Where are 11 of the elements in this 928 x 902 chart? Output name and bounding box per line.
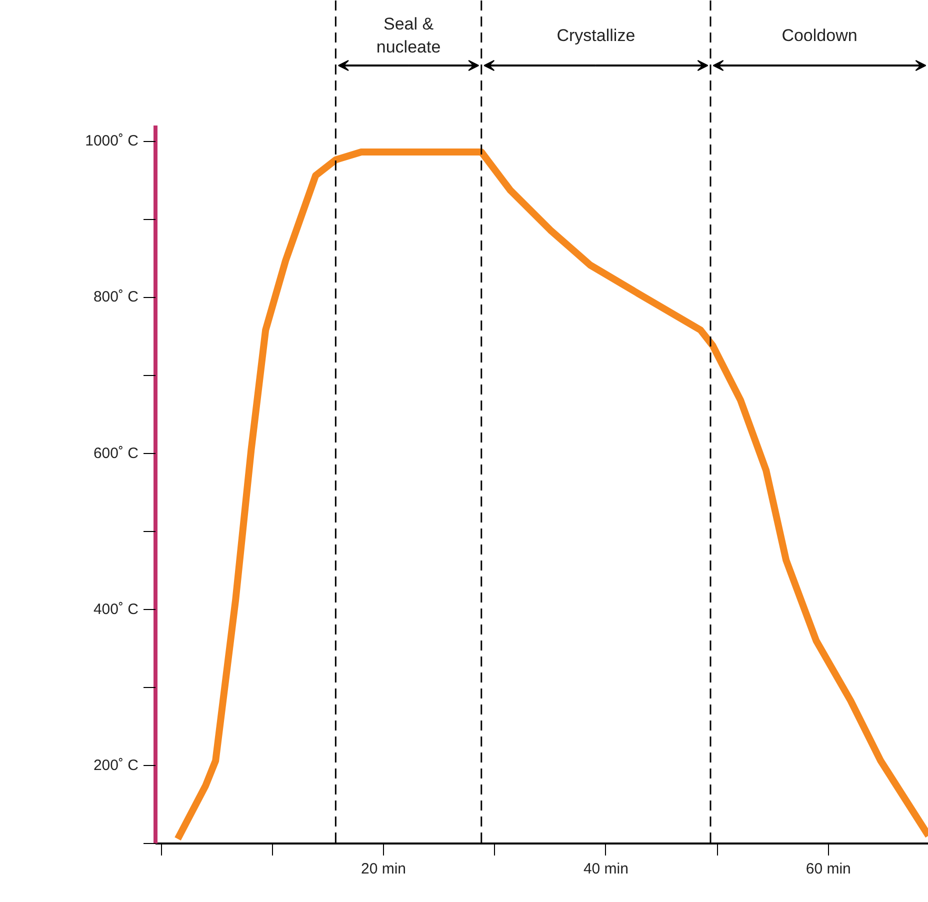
y-tick-label: 200˚ C — [93, 756, 139, 774]
text: Cooldown — [782, 26, 858, 45]
x-tick-label: 40 min — [583, 860, 628, 878]
y-tick-label: 800˚ C — [93, 288, 139, 306]
y-tick-label: 400˚ C — [93, 600, 139, 618]
text: Seal & nucleate — [376, 14, 441, 56]
x-tick-label: 20 min — [360, 860, 406, 878]
text: Crystallize — [556, 26, 636, 45]
y-tick-label: 1000˚ C — [85, 132, 139, 150]
x-tick-label: 60 min — [806, 860, 851, 878]
y-tick-label: 600˚ C — [93, 444, 139, 462]
